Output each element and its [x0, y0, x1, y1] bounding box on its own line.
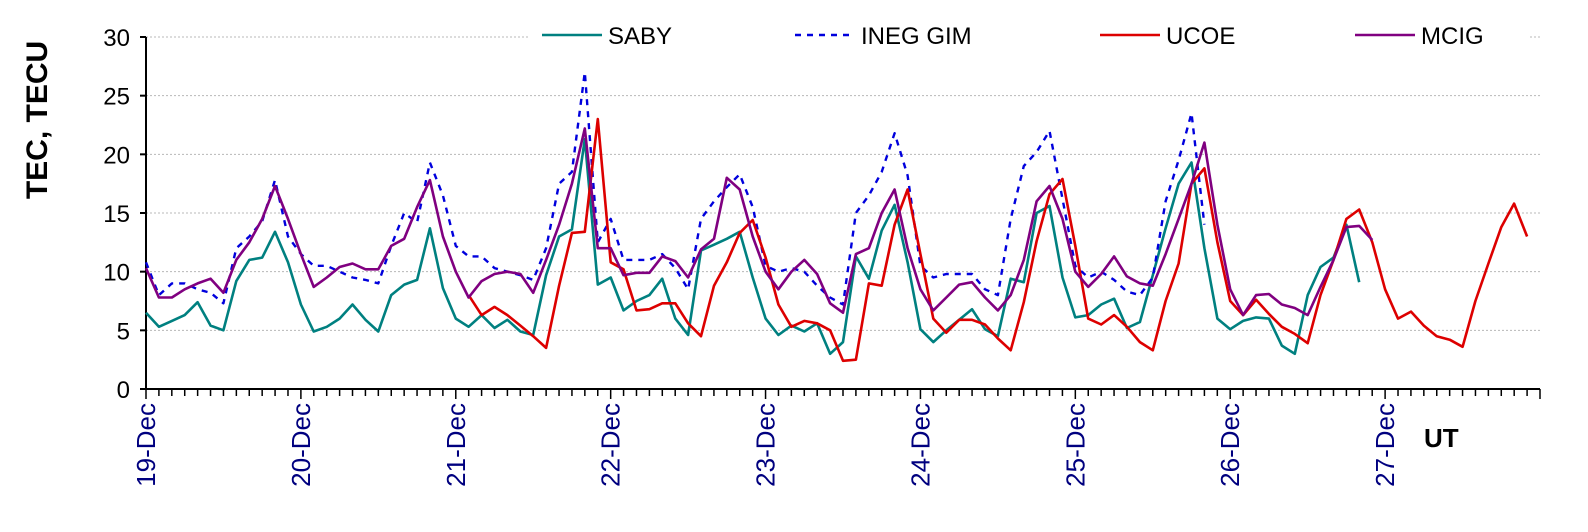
legend-label: SABY	[608, 23, 672, 50]
series-line-saby	[145, 137, 1361, 356]
y-tick-label: 0	[117, 377, 130, 404]
y-tick-label: 10	[103, 260, 130, 287]
legend-label: UCOE	[1166, 23, 1235, 50]
legend-label: INEG GIM	[861, 23, 972, 50]
x-tick-label: 21-Dec	[441, 403, 471, 487]
x-tick-labels: 19-Dec 20-Dec 21-Dec 22-Dec 23-Dec 24-Dec 25-D…	[131, 403, 1400, 487]
y-tick-label: 15	[103, 201, 130, 228]
y-tick-label: 25	[103, 84, 130, 111]
y-tick-label: 20	[103, 142, 130, 169]
x-tick-label: 19-Dec	[131, 403, 161, 487]
y-tick-label: 30	[103, 25, 130, 52]
series-line-mcig	[144, 127, 1374, 317]
y-tick-labels: 0 5 10 15 20 25 30	[103, 25, 130, 404]
legend: SABY INEG GIM UCOE MCIG	[530, 16, 1530, 56]
x-tick-label: 22-Dec	[596, 403, 626, 487]
x-tick-label: 26-Dec	[1215, 403, 1245, 487]
x-tick-label: 23-Dec	[751, 403, 781, 487]
x-tick-label: 25-Dec	[1060, 403, 1090, 487]
axes	[140, 36, 1541, 399]
x-tick-label: 20-Dec	[286, 403, 316, 487]
legend-label: MCIG	[1421, 23, 1484, 50]
series-line-ineg-gim	[144, 71, 1206, 306]
series-line-ucoe	[467, 117, 1529, 363]
x-tick-label: 24-Dec	[905, 403, 935, 487]
y-axis-label: TEC, TECU	[21, 41, 54, 199]
x-tick-label: 27-Dec	[1370, 403, 1400, 487]
series-lines	[144, 71, 1529, 363]
y-tick-label: 5	[117, 318, 130, 345]
x-axis-unit-label: UT	[1424, 423, 1459, 453]
